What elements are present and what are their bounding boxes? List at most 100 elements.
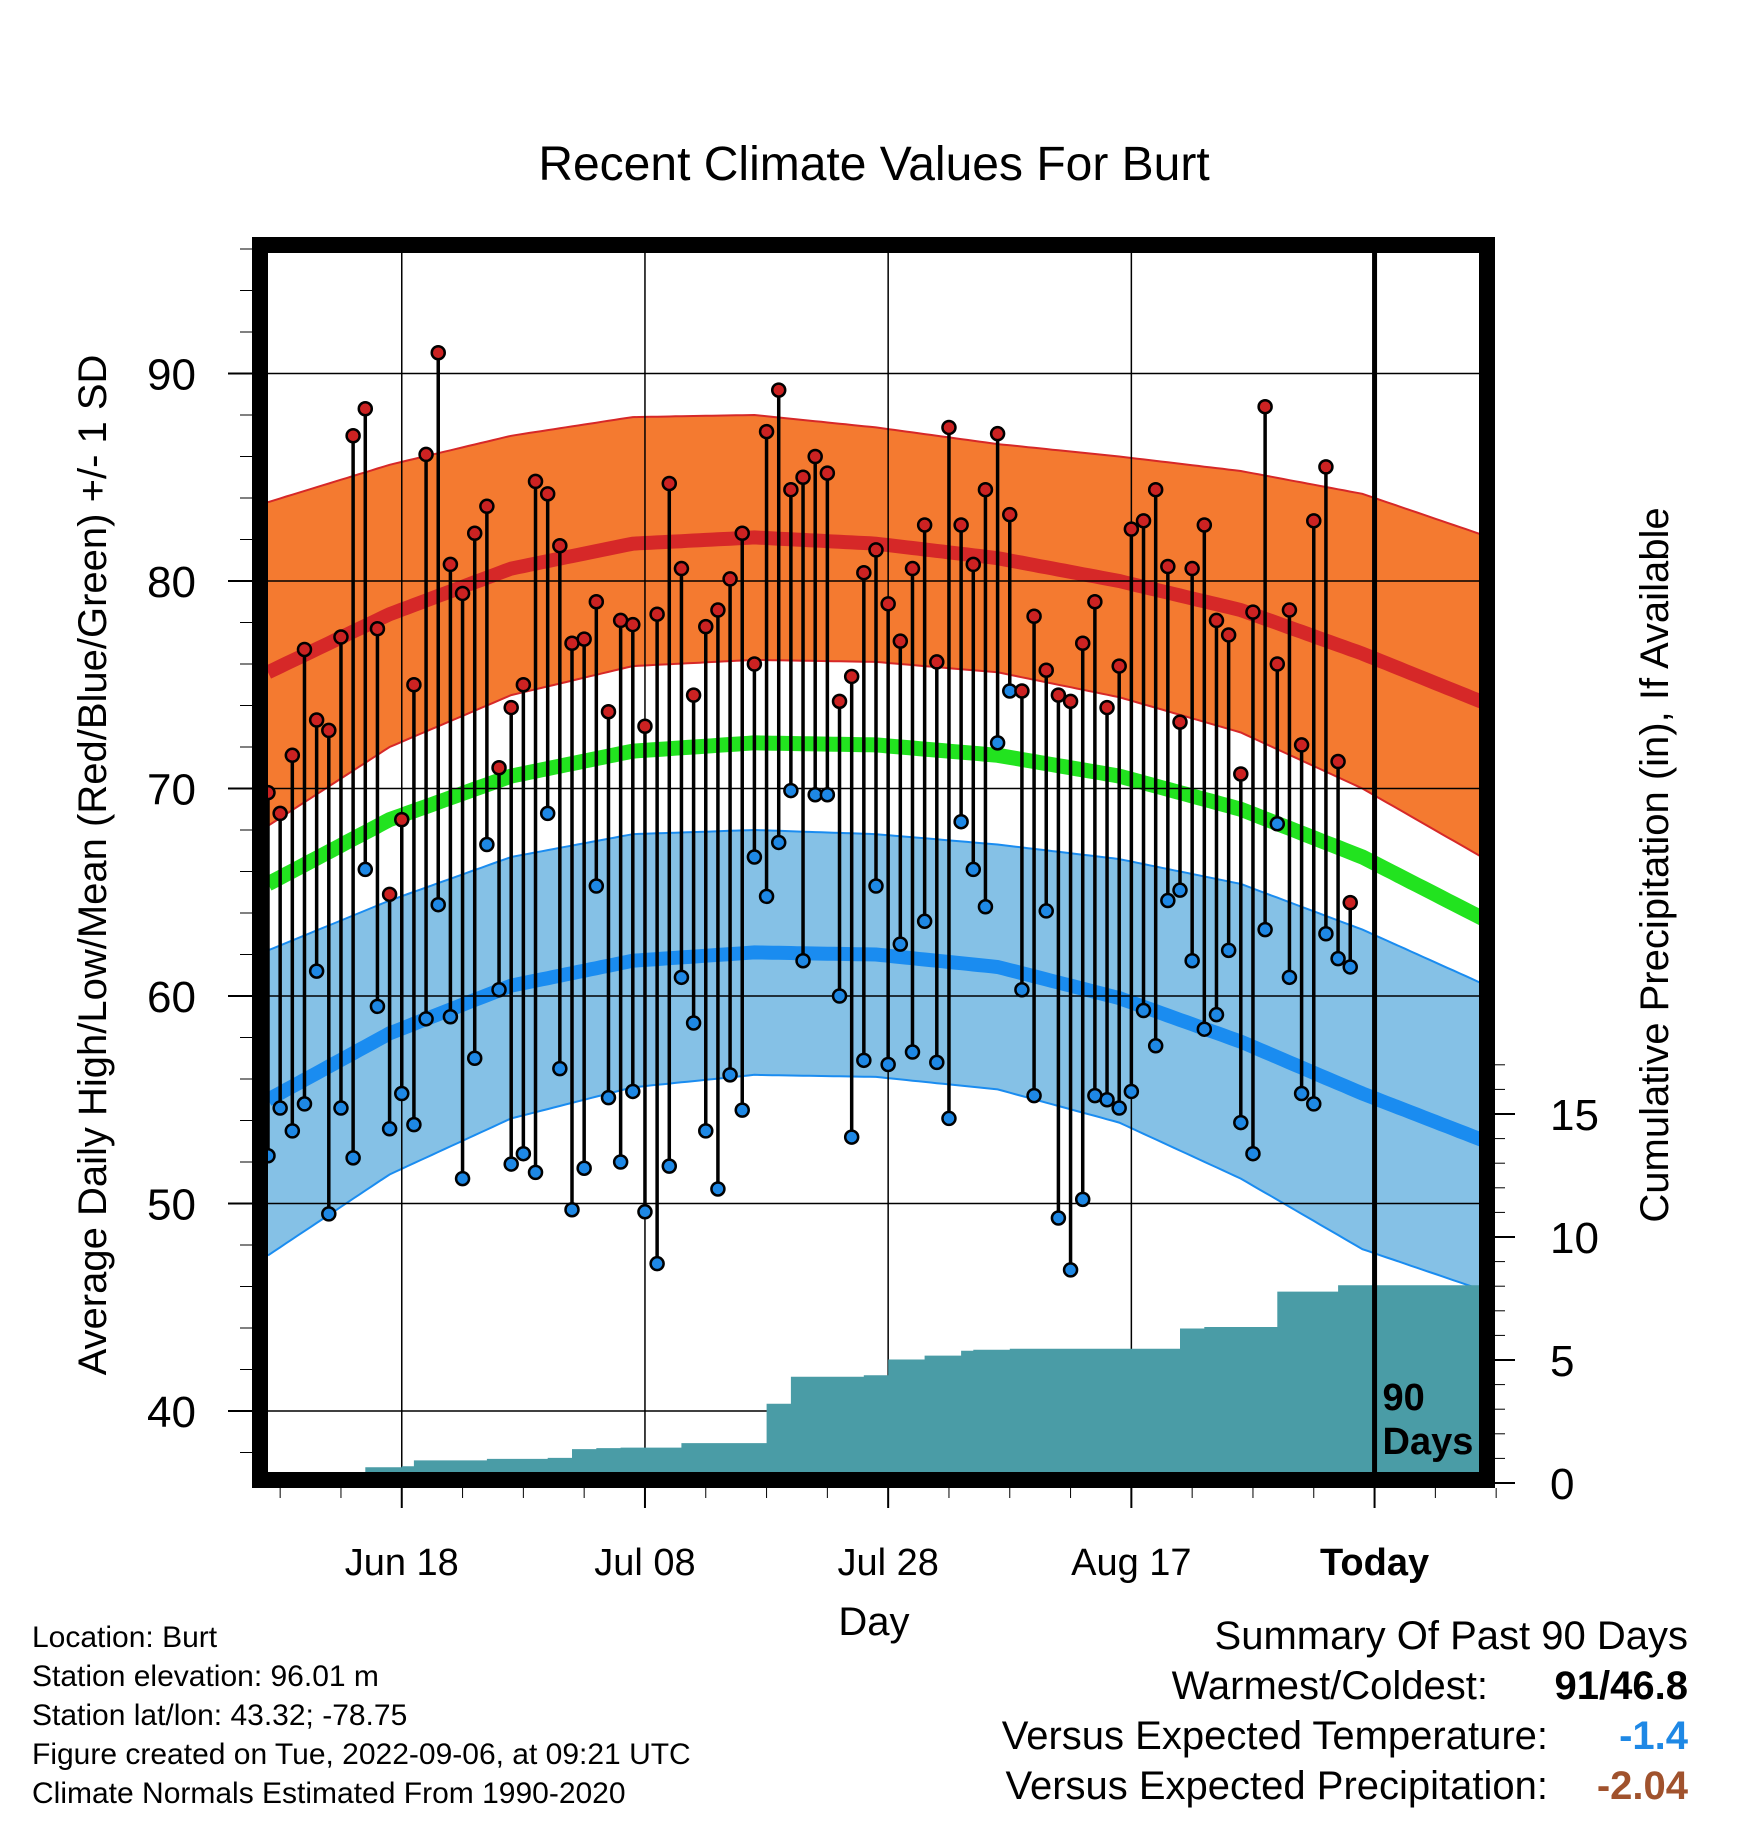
daily-low-point [892, 936, 909, 952]
coldest-value: 46.8 [1610, 1664, 1688, 1708]
x-tick-label: Jul 08 [594, 1542, 695, 1584]
daily-high-point [1074, 635, 1091, 651]
daily-high-point [527, 473, 544, 490]
daily-low-point [673, 969, 690, 986]
daily-high-point [1330, 753, 1346, 770]
daily-high-point [333, 629, 349, 645]
daily-low-point [552, 1060, 568, 1077]
elevation-text: Station elevation: 96.01 m [32, 1660, 379, 1693]
daily-low-point [418, 1011, 434, 1027]
daily-high-point [734, 525, 750, 542]
daily-high-point [466, 525, 483, 542]
daily-high-point [1123, 521, 1140, 537]
daily-high-point [430, 345, 446, 361]
daily-high-point [989, 425, 1006, 442]
daily-low-point [503, 1156, 519, 1172]
today-days-label: 90 [1383, 1377, 1425, 1419]
daily-high-point [843, 668, 860, 685]
daily-high-point [381, 886, 398, 903]
daily-high-point [1306, 513, 1322, 529]
daily-low-point [1245, 1145, 1261, 1162]
low-sd-band-upper-edge [267, 828, 1487, 987]
daily-high-point [1233, 766, 1249, 782]
slash-text: / [1599, 1664, 1611, 1708]
daily-low-point [1220, 942, 1237, 959]
daily-low-point [491, 982, 507, 998]
plot-frame [252, 237, 1495, 1488]
daily-low-point [1050, 1210, 1067, 1226]
daily-high-point [904, 560, 921, 577]
daily-low-point [1062, 1262, 1079, 1278]
daily-high-point [552, 537, 568, 554]
daily-high-point [1318, 459, 1334, 475]
daily-low-point [649, 1255, 665, 1272]
daily-high-point [831, 693, 848, 710]
daily-low-point [965, 861, 982, 878]
daily-high-point [977, 481, 994, 498]
daily-high-point [929, 654, 945, 670]
daily-high-point [600, 703, 617, 720]
daily-high-point [1050, 687, 1067, 703]
daily-low-point [1026, 1087, 1042, 1104]
daily-low-point [308, 963, 325, 979]
summary-panel: Summary Of Past 90 Days Warmest/Coldest:… [788, 1614, 1688, 1814]
y-tick-label: 80 [147, 558, 196, 607]
daily-high-point [1257, 398, 1273, 415]
high-sd-band-lower-edge [267, 658, 1487, 862]
daily-low-point [527, 1164, 544, 1181]
created-text: Figure created on Tue, 2022-09-06, at 09… [32, 1738, 691, 1771]
daily-low-point [880, 1056, 896, 1073]
daily-low-point [1135, 1002, 1152, 1019]
daily-low-point [916, 913, 933, 930]
high-sd-band-upper-edge [267, 413, 1487, 538]
temp-versus-value: -1.4 [1619, 1714, 1688, 1758]
daily-high-point [503, 699, 519, 716]
daily-high-point [442, 556, 459, 573]
daily-low-point [1257, 921, 1273, 938]
daily-low-point [831, 988, 848, 1004]
daily-high-point [941, 419, 957, 436]
daily-high-point [1281, 602, 1298, 618]
daily-high-point [296, 641, 313, 658]
daily-low-point [466, 1050, 483, 1066]
normals-text: Climate Normals Estimated From 1990-2020 [32, 1777, 626, 1810]
daily-low-point [856, 1052, 872, 1069]
daily-low-point [1099, 1092, 1115, 1108]
daily-high-point [916, 517, 933, 533]
y-tick-label: 60 [147, 973, 196, 1022]
daily-high-point [418, 446, 434, 463]
daily-high-point [880, 596, 896, 612]
daily-high-point [539, 486, 556, 502]
x-tick-label: Jun 18 [345, 1542, 459, 1584]
daily-low-point [1111, 1100, 1127, 1116]
daily-low-point [1306, 1096, 1322, 1112]
y2-tick-label: 5 [1550, 1337, 1574, 1386]
daily-low-point [734, 1102, 750, 1118]
daily-high-point [1196, 517, 1213, 533]
daily-high-point [1014, 683, 1030, 699]
daily-low-point [1147, 1038, 1164, 1054]
daily-low-point [1196, 1021, 1213, 1037]
daily-high-point [685, 687, 702, 703]
y2-tick-label: 10 [1550, 1214, 1599, 1263]
daily-high-point [479, 498, 495, 515]
daily-high-point [1160, 558, 1176, 575]
daily-high-point [345, 428, 361, 444]
daily-high-point [758, 423, 775, 440]
daily-high-point [795, 469, 811, 485]
daily-high-point [892, 633, 909, 649]
daily-high-point [1135, 513, 1152, 529]
daily-low-point [868, 878, 884, 894]
daily-low-point [1038, 903, 1054, 919]
daily-high-point [698, 618, 714, 635]
daily-low-point [430, 896, 446, 913]
daily-high-point [272, 805, 288, 822]
daily-high-point [953, 517, 969, 533]
daily-low-point [539, 805, 556, 822]
daily-low-point [843, 1129, 860, 1145]
daily-high-point [1245, 604, 1261, 620]
daily-low-point [1160, 892, 1176, 909]
daily-high-point [783, 481, 799, 498]
warmest-coldest-label: Warmest/Coldest: [1171, 1664, 1488, 1708]
daily-low-point [758, 888, 775, 905]
